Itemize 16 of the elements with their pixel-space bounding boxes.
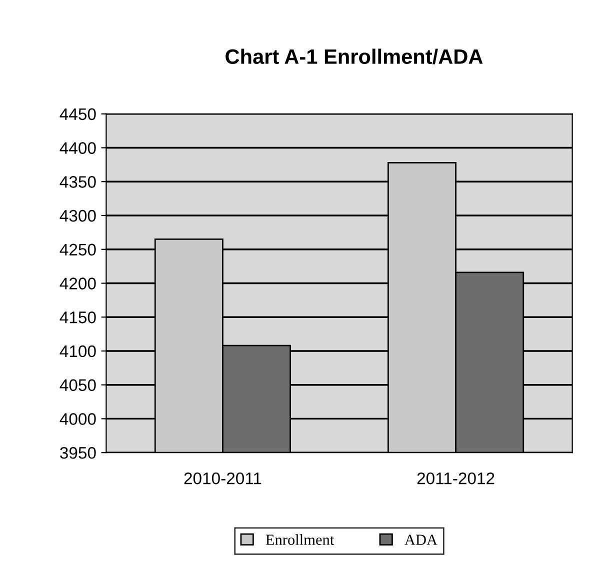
y-tick-label: 3950: [60, 447, 96, 459]
y-tick-label: 4400: [60, 142, 96, 154]
legend-label: Enrollment: [266, 534, 334, 545]
y-tick-label: 4350: [60, 176, 96, 188]
y-tick-label: 4000: [60, 413, 96, 425]
y-tick-label: 4450: [60, 108, 96, 120]
chart-title: Chart A-1 Enrollment/ADA: [226, 48, 483, 64]
x-tick-label: 2010-2011: [184, 472, 262, 484]
x-tick-label: 2011-2012: [417, 472, 494, 484]
y-tick-label: 4300: [60, 210, 96, 222]
y-tick-label: 4150: [60, 312, 96, 324]
y-tick-label: 4250: [60, 244, 96, 256]
y-tick-label: 4100: [60, 345, 96, 358]
y-tick-label: 4050: [60, 379, 96, 392]
y-tick-label: 4200: [60, 278, 96, 290]
legend-label: ADA: [404, 534, 438, 545]
